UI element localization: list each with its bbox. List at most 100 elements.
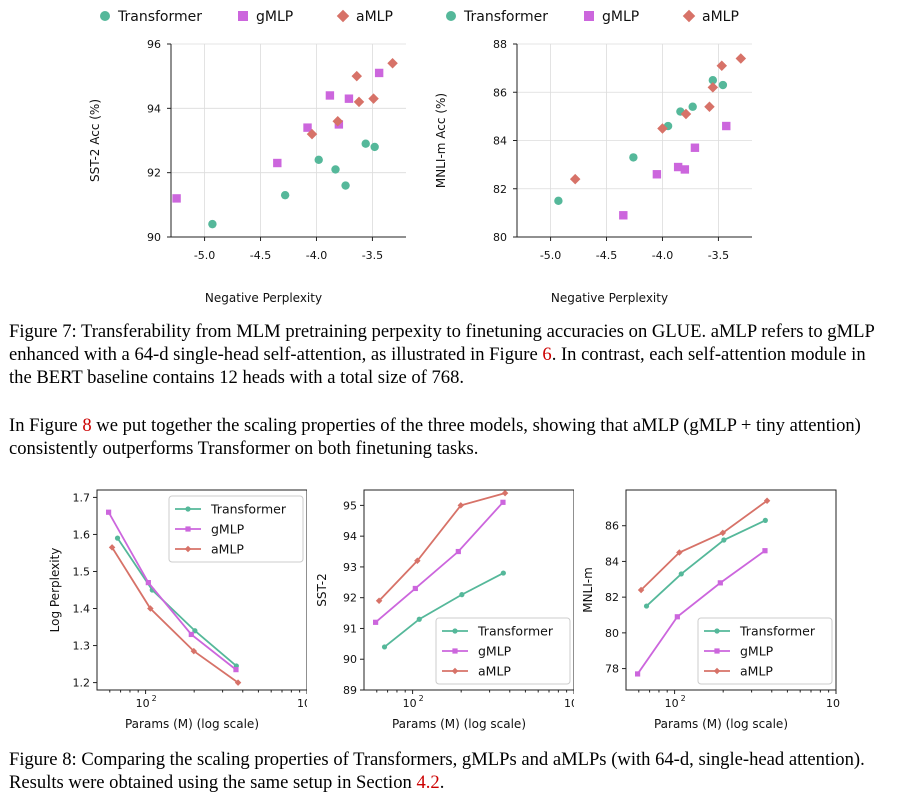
legend-label-transformer: Transformer [117,9,202,25]
legend-label-gmlp: gMLP [211,522,245,537]
x-tick-label: -4.5 [250,249,271,262]
data-point-transformer [678,571,684,577]
data-point-amlp [637,586,645,594]
x-tick-label: -4.5 [596,249,617,262]
legend-marker-transformer [100,11,110,21]
data-point-transformer [762,517,768,523]
series-line-amlp [640,499,768,591]
legend-marker-amlp [451,667,459,675]
legend-label-amlp: aMLP [740,664,773,679]
data-point-gmlp [500,499,506,505]
y-tick-label: 1.5 [73,565,91,578]
data-point-amlp [680,108,692,120]
mnli-scatter-chart: -5.0 -4.5 -4.0 -3.5 80 82 84 86 88 Negative Perpl… [435,9,752,305]
legend-marker-amlp [682,9,696,23]
x-axis-label: Params (M) (log scale) [392,717,526,731]
legend-marker-gmlp [185,526,191,532]
x-axis-label: Negative Perplexity [205,291,322,305]
data-point-transformer [114,535,121,541]
data-point-gmlp [455,548,461,555]
data-point-amlp [306,128,318,140]
legend-marker-transformer [446,11,456,21]
y-tick-label: 91 [343,622,357,635]
figure-8-link[interactable]: 8 [82,415,92,436]
figure-8-text-end: . [439,772,445,793]
y-tick-label: 1.4 [73,603,91,616]
x-tick-exponent: 2 [419,694,424,703]
legend-label-amlp: aMLP [702,9,739,25]
y-tick-label: 82 [493,183,507,196]
y-tick-label: 86 [605,520,619,533]
legend-box [168,495,304,563]
series-line-amlp [111,546,239,684]
x-axis-label: Params (M) (log scale) [654,717,788,731]
y-tick-label: 78 [605,663,619,676]
data-point-transformer [314,155,323,164]
x-tick-exponent: 2 [152,694,157,703]
figure-7-label: Figure 7: [9,321,77,342]
data-point-transformer [643,603,650,609]
data-point-amlp [368,93,379,104]
data-point-transformer [721,537,727,543]
data-point-gmlp [145,579,151,586]
legend-marker-transformer [714,628,720,634]
data-point-amlp [234,679,242,686]
figure-6-link[interactable]: 6 [542,344,552,365]
legend-box [697,617,833,685]
series-line-amlp [378,492,506,602]
data-point-amlp [351,70,363,82]
data-point-amlp [704,101,715,112]
y-tick-label: 92 [343,592,357,605]
legend-box [435,617,571,685]
y-tick-label: 93 [343,561,357,574]
legend-label-amlp: aMLP [211,542,244,557]
figure-7-text-end: . In contrast, each self-attention modul… [9,344,866,388]
y-tick-label: 95 [343,499,357,512]
y-tick-label: 96 [147,38,161,51]
x-tick-exponent: 2 [681,694,686,703]
data-point-amlp [375,597,383,605]
y-tick-label: 90 [147,231,161,244]
series-line-transformer [383,572,504,648]
figure-8-caption: Figure 8: Comparing the scaling properti… [9,748,889,794]
data-point-transformer [688,102,697,111]
data-point-gmlp [344,94,354,103]
y-tick-label: 89 [343,684,357,697]
section-4-2-link[interactable]: 4.2 [416,772,440,793]
x-tick-label: 10 [665,697,679,710]
y-tick-label: 1.3 [73,640,91,653]
data-point-gmlp [680,165,690,174]
data-point-gmlp [273,158,282,168]
plot-frame [625,489,837,691]
plot-frame [363,489,574,691]
data-point-gmlp [412,585,418,592]
data-point-amlp [707,82,719,93]
legend-marker-gmlp [714,648,720,654]
y-tick-label: 88 [493,38,507,51]
data-point-amlp [108,544,116,551]
legend-label-transformer: Transformer [210,502,287,517]
y-tick-label: 1.2 [73,677,91,690]
data-point-amlp [332,115,343,127]
y-tick-label: 84 [605,555,619,568]
series-line-gmlp [107,511,237,671]
x-tick-label: -5.0 [194,249,215,262]
y-tick-label: 82 [605,591,619,604]
data-point-transformer [331,165,340,174]
x-tick-label: 10 [403,697,417,710]
y-tick-label: 90 [343,653,357,666]
data-point-gmlp [674,614,680,620]
data-point-transformer [361,139,370,148]
data-point-amlp [353,96,365,108]
data-point-gmlp [717,580,723,586]
legend-label-transformer: Transformer [463,9,548,25]
y-tick-label: 84 [493,135,507,148]
figure-7-caption: Figure 7: Transferability from MLM pretr… [9,320,889,389]
x-axis-label: Negative Perplexity [551,291,668,305]
legend-marker-gmlp [238,11,248,21]
sst2-scaling-chart: 10210389909192939495Params (M) (log scal… [315,489,574,731]
x-tick-label: -5.0 [540,249,561,262]
legend-label-amlp: aMLP [356,9,393,25]
legend-label-gmlp: gMLP [256,9,293,25]
legend-marker-amlp [184,545,192,553]
